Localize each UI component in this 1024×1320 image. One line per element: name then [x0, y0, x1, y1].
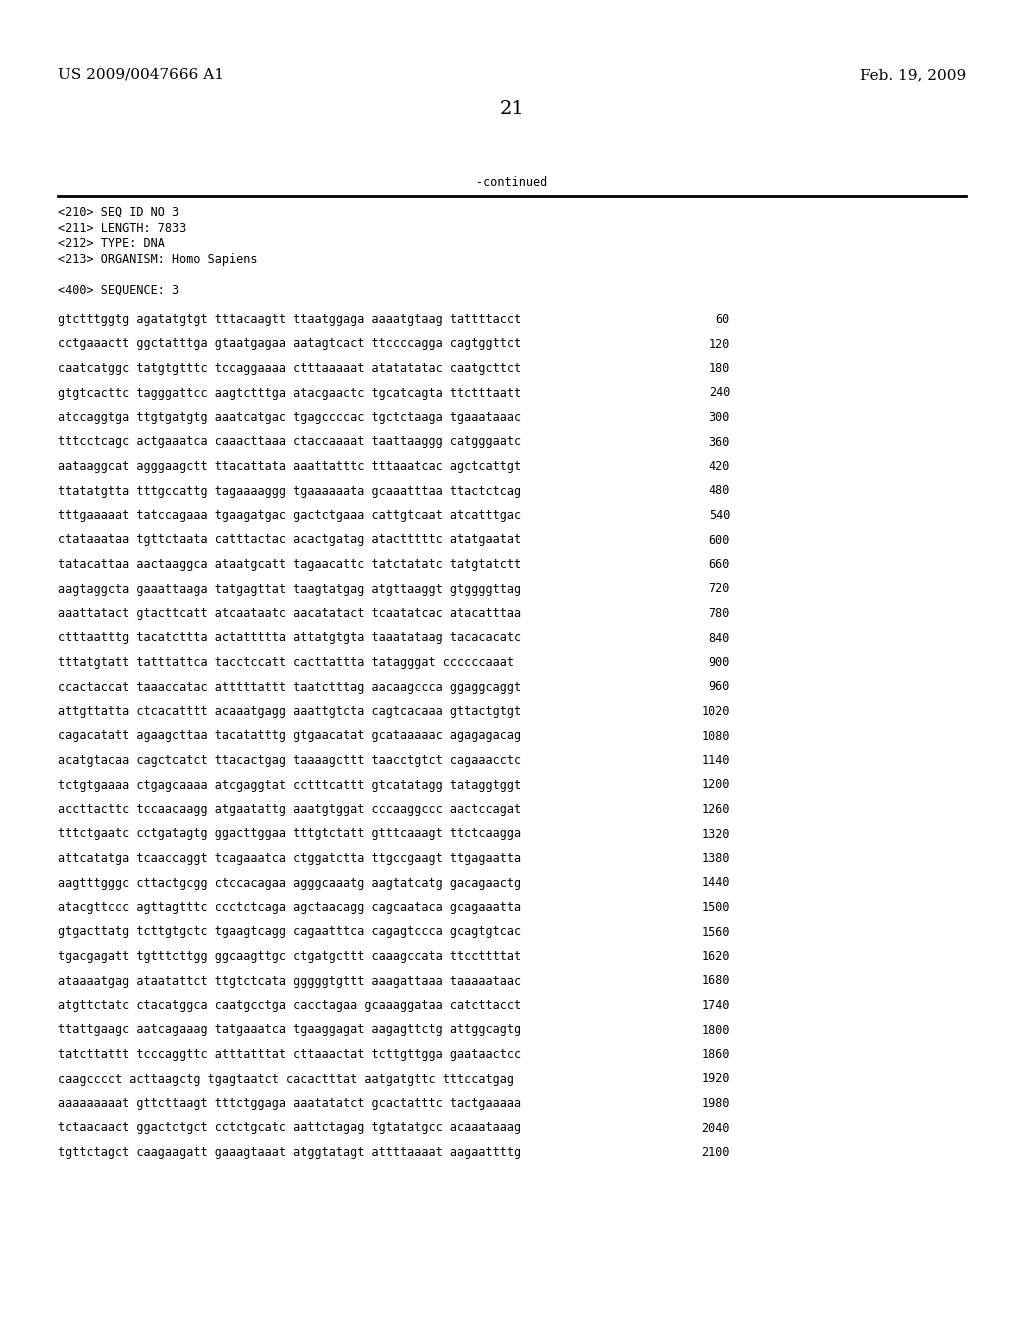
Text: US 2009/0047666 A1: US 2009/0047666 A1: [58, 69, 224, 82]
Text: cctgaaactt ggctatttga gtaatgagaa aatagtcact ttccccagga cagtggttct: cctgaaactt ggctatttga gtaatgagaa aatagtc…: [58, 338, 521, 351]
Text: tgacgagatt tgtttcttgg ggcaagttgc ctgatgcttt caaagccata ttccttttat: tgacgagatt tgtttcttgg ggcaagttgc ctgatgc…: [58, 950, 521, 964]
Text: tttctgaatc cctgatagtg ggacttggaa tttgtctatt gtttcaaagt ttctcaagga: tttctgaatc cctgatagtg ggacttggaa tttgtct…: [58, 828, 521, 841]
Text: caatcatggc tatgtgtttc tccaggaaaa ctttaaaaat atatatatac caatgcttct: caatcatggc tatgtgtttc tccaggaaaa ctttaaa…: [58, 362, 521, 375]
Text: gtctttggtg agatatgtgt tttacaagtt ttaatggaga aaaatgtaag tattttacct: gtctttggtg agatatgtgt tttacaagtt ttaatgg…: [58, 313, 521, 326]
Text: gtgtcacttc tagggattcc aagtctttga atacgaactc tgcatcagta ttctttaatt: gtgtcacttc tagggattcc aagtctttga atacgaa…: [58, 387, 521, 400]
Text: caagcccct acttaagctg tgagtaatct cacactttat aatgatgttc tttccatgag: caagcccct acttaagctg tgagtaatct cacacttt…: [58, 1072, 514, 1085]
Text: ttatatgtta tttgccattg tagaaaaggg tgaaaaaata gcaaatttaa ttactctcag: ttatatgtta tttgccattg tagaaaaggg tgaaaaa…: [58, 484, 521, 498]
Text: 1800: 1800: [701, 1023, 730, 1036]
Text: gtgacttatg tcttgtgctc tgaagtcagg cagaatttca cagagtccca gcagtgtcac: gtgacttatg tcttgtgctc tgaagtcagg cagaatt…: [58, 925, 521, 939]
Text: 120: 120: [709, 338, 730, 351]
Text: 780: 780: [709, 607, 730, 620]
Text: tctaacaact ggactctgct cctctgcatc aattctagag tgtatatgcc acaaataaag: tctaacaact ggactctgct cctctgcatc aattcta…: [58, 1122, 521, 1134]
Text: 1560: 1560: [701, 925, 730, 939]
Text: Feb. 19, 2009: Feb. 19, 2009: [860, 69, 966, 82]
Text: ttattgaagc aatcagaaag tatgaaatca tgaaggagat aagagttctg attggcagtg: ttattgaagc aatcagaaag tatgaaatca tgaagga…: [58, 1023, 521, 1036]
Text: tgttctagct caagaagatt gaaagtaaat atggtatagt attttaaaat aagaattttg: tgttctagct caagaagatt gaaagtaaat atggtat…: [58, 1146, 521, 1159]
Text: aagtttgggc cttactgcgg ctccacagaa agggcaaatg aagtatcatg gacagaactg: aagtttgggc cttactgcgg ctccacagaa agggcaa…: [58, 876, 521, 890]
Text: 21: 21: [500, 100, 524, 117]
Text: attcatatga tcaaccaggt tcagaaatca ctggatctta ttgccgaagt ttgagaatta: attcatatga tcaaccaggt tcagaaatca ctggatc…: [58, 851, 521, 865]
Text: 900: 900: [709, 656, 730, 669]
Text: 300: 300: [709, 411, 730, 424]
Text: 1320: 1320: [701, 828, 730, 841]
Text: 1920: 1920: [701, 1072, 730, 1085]
Text: tatcttattt tcccaggttc atttatttat cttaaactat tcttgttgga gaataactcc: tatcttattt tcccaggttc atttatttat cttaaac…: [58, 1048, 521, 1061]
Text: 1260: 1260: [701, 803, 730, 816]
Text: 720: 720: [709, 582, 730, 595]
Text: attgttatta ctcacatttt acaaatgagg aaattgtcta cagtcacaaa gttactgtgt: attgttatta ctcacatttt acaaatgagg aaattgt…: [58, 705, 521, 718]
Text: 1860: 1860: [701, 1048, 730, 1061]
Text: 1020: 1020: [701, 705, 730, 718]
Text: 1140: 1140: [701, 754, 730, 767]
Text: 1620: 1620: [701, 950, 730, 964]
Text: accttacttc tccaacaagg atgaatattg aaatgtggat cccaaggccc aactccagat: accttacttc tccaacaagg atgaatattg aaatgtg…: [58, 803, 521, 816]
Text: 660: 660: [709, 558, 730, 572]
Text: <212> TYPE: DNA: <212> TYPE: DNA: [58, 238, 165, 249]
Text: 360: 360: [709, 436, 730, 449]
Text: 60: 60: [716, 313, 730, 326]
Text: atccaggtga ttgtgatgtg aaatcatgac tgagccccac tgctctaaga tgaaataaac: atccaggtga ttgtgatgtg aaatcatgac tgagccc…: [58, 411, 521, 424]
Text: atacgttccc agttagtttc ccctctcaga agctaacagg cagcaataca gcagaaatta: atacgttccc agttagtttc ccctctcaga agctaac…: [58, 902, 521, 913]
Text: aaattatact gtacttcatt atcaataatc aacatatact tcaatatcac atacatttaa: aaattatact gtacttcatt atcaataatc aacatat…: [58, 607, 521, 620]
Text: <210> SEQ ID NO 3: <210> SEQ ID NO 3: [58, 206, 179, 219]
Text: tatacattaa aactaaggca ataatgcatt tagaacattc tatctatatc tatgtatctt: tatacattaa aactaaggca ataatgcatt tagaaca…: [58, 558, 521, 572]
Text: 600: 600: [709, 533, 730, 546]
Text: ctttaatttg tacatcttta actattttta attatgtgta taaatataag tacacacatc: ctttaatttg tacatcttta actattttta attatgt…: [58, 631, 521, 644]
Text: <213> ORGANISM: Homo Sapiens: <213> ORGANISM: Homo Sapiens: [58, 252, 257, 265]
Text: atgttctatc ctacatggca caatgcctga cacctagaa gcaaaggataa catcttacct: atgttctatc ctacatggca caatgcctga cacctag…: [58, 999, 521, 1012]
Text: ataaaatgag ataatattct ttgtctcata gggggtgttt aaagattaaa taaaaataac: ataaaatgag ataatattct ttgtctcata gggggtg…: [58, 974, 521, 987]
Text: 1680: 1680: [701, 974, 730, 987]
Text: 480: 480: [709, 484, 730, 498]
Text: aagtaggcta gaaattaaga tatgagttat taagtatgag atgttaaggt gtggggttag: aagtaggcta gaaattaaga tatgagttat taagtat…: [58, 582, 521, 595]
Text: acatgtacaa cagctcatct ttacactgag taaaagcttt taacctgtct cagaaacctc: acatgtacaa cagctcatct ttacactgag taaaagc…: [58, 754, 521, 767]
Text: ccactaccat taaaccatac atttttattt taatctttag aacaagccca ggaggcaggt: ccactaccat taaaccatac atttttattt taatctt…: [58, 681, 521, 693]
Text: tctgtgaaaa ctgagcaaaa atcgaggtat cctttcattt gtcatatagg tataggtggt: tctgtgaaaa ctgagcaaaa atcgaggtat cctttca…: [58, 779, 521, 792]
Text: 1740: 1740: [701, 999, 730, 1012]
Text: <400> SEQUENCE: 3: <400> SEQUENCE: 3: [58, 284, 179, 297]
Text: 1980: 1980: [701, 1097, 730, 1110]
Text: 420: 420: [709, 459, 730, 473]
Text: aataaggcat agggaagctt ttacattata aaattatttc tttaaatcac agctcattgt: aataaggcat agggaagctt ttacattata aaattat…: [58, 459, 521, 473]
Text: tttgaaaaat tatccagaaa tgaagatgac gactctgaaa cattgtcaat atcatttgac: tttgaaaaat tatccagaaa tgaagatgac gactctg…: [58, 510, 521, 521]
Text: 180: 180: [709, 362, 730, 375]
Text: -continued: -continued: [476, 176, 548, 189]
Text: 1080: 1080: [701, 730, 730, 742]
Text: 1380: 1380: [701, 851, 730, 865]
Text: 840: 840: [709, 631, 730, 644]
Text: 2040: 2040: [701, 1122, 730, 1134]
Text: tttcctcagc actgaaatca caaacttaaa ctaccaaaat taattaaggg catgggaatc: tttcctcagc actgaaatca caaacttaaa ctaccaa…: [58, 436, 521, 449]
Text: 1440: 1440: [701, 876, 730, 890]
Text: 1200: 1200: [701, 779, 730, 792]
Text: tttatgtatt tatttattca tacctccatt cacttattta tatagggat ccccccaaat: tttatgtatt tatttattca tacctccatt cacttat…: [58, 656, 514, 669]
Text: ctataaataa tgttctaata catttactac acactgatag atactttttc atatgaatat: ctataaataa tgttctaata catttactac acactga…: [58, 533, 521, 546]
Text: 2100: 2100: [701, 1146, 730, 1159]
Text: 960: 960: [709, 681, 730, 693]
Text: cagacatatt agaagcttaa tacatatttg gtgaacatat gcataaaaac agagagacag: cagacatatt agaagcttaa tacatatttg gtgaaca…: [58, 730, 521, 742]
Text: aaaaaaaaat gttcttaagt tttctggaga aaatatatct gcactatttc tactgaaaaa: aaaaaaaaat gttcttaagt tttctggaga aaatata…: [58, 1097, 521, 1110]
Text: 540: 540: [709, 510, 730, 521]
Text: <211> LENGTH: 7833: <211> LENGTH: 7833: [58, 222, 186, 235]
Text: 240: 240: [709, 387, 730, 400]
Text: 1500: 1500: [701, 902, 730, 913]
